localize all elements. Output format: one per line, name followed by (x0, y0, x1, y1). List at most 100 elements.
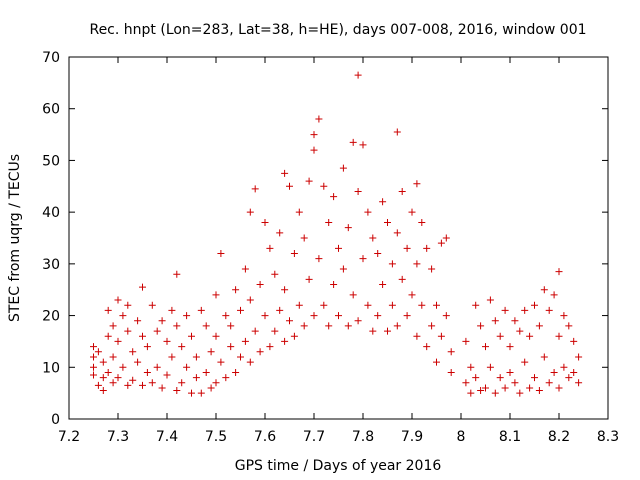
data-point (521, 306, 529, 314)
data-point (393, 128, 401, 136)
data-point (349, 138, 357, 146)
data-point (506, 343, 514, 351)
data-point (447, 348, 455, 356)
data-point (447, 368, 455, 376)
data-point (535, 322, 543, 330)
data-point (511, 379, 519, 387)
data-point (227, 322, 235, 330)
y-tick-label: 20 (42, 309, 60, 325)
data-point (124, 381, 132, 389)
data-point (315, 115, 323, 123)
data-point (305, 275, 313, 283)
data-point (482, 343, 489, 351)
data-point (486, 296, 494, 304)
y-axis: 0 10 20 30 40 50 60 70 (42, 50, 608, 428)
data-point (320, 301, 328, 309)
data-point (183, 312, 191, 320)
data-point (271, 327, 279, 335)
data-point (442, 312, 450, 320)
data-point (168, 353, 176, 361)
data-point (437, 239, 445, 247)
data-point (163, 371, 171, 379)
y-tick-label: 50 (42, 153, 60, 169)
data-point (570, 337, 578, 345)
data-point (222, 374, 230, 382)
data-point (467, 363, 475, 371)
data-point (369, 234, 377, 242)
data-point (241, 337, 249, 345)
data-point (266, 343, 274, 351)
data-point (575, 379, 583, 387)
data-point (134, 358, 142, 366)
data-point (90, 363, 97, 371)
data-point (168, 306, 176, 314)
y-tick-label: 30 (42, 257, 60, 273)
data-point (491, 317, 499, 325)
data-point (251, 327, 259, 335)
data-point (109, 379, 117, 387)
data-point (486, 363, 494, 371)
data-point (428, 265, 436, 273)
y-axis-label: STEC from uqrg / TECUs (7, 154, 23, 322)
data-point (501, 306, 509, 314)
data-point (521, 358, 529, 366)
data-point (310, 312, 318, 320)
x-tick-label: 7.9 (401, 429, 423, 445)
data-point (148, 379, 156, 387)
data-point (526, 332, 534, 340)
data-point (286, 317, 293, 325)
data-point (305, 177, 313, 185)
data-point (349, 291, 357, 299)
data-point (442, 234, 450, 242)
data-point (295, 208, 303, 216)
data-point (496, 332, 504, 340)
data-point (325, 322, 333, 330)
x-axis: 7.2 7.3 7.4 7.5 7.6 7.7 7.8 7.9 8 8.1 8.2 8.3 (58, 57, 619, 445)
data-point (119, 312, 127, 320)
data-point (565, 374, 573, 382)
data-point (462, 379, 470, 387)
data-point (423, 343, 431, 351)
data-point (325, 218, 333, 226)
data-point (266, 244, 274, 252)
data-point (413, 332, 421, 340)
data-point (129, 348, 137, 356)
data-point (335, 312, 342, 320)
data-point (261, 218, 269, 226)
data-point (413, 260, 421, 268)
y-tick-label: 60 (42, 102, 60, 118)
data-point (212, 291, 220, 299)
data-point (197, 306, 205, 314)
data-point (344, 224, 352, 232)
data-point (398, 187, 406, 195)
data-point (516, 389, 524, 397)
data-point (433, 301, 440, 309)
data-point (369, 327, 377, 335)
data-point (560, 363, 568, 371)
data-point (143, 343, 151, 351)
data-point (222, 312, 230, 320)
data-point (202, 368, 210, 376)
data-point (286, 182, 293, 190)
data-point (256, 281, 264, 289)
data-point (94, 381, 102, 389)
data-point (129, 376, 137, 384)
data-point (433, 358, 440, 366)
data-point (119, 363, 127, 371)
data-point (188, 389, 195, 397)
x-tick-label: 7.6 (254, 429, 276, 445)
data-point (300, 234, 308, 242)
data-point (310, 131, 318, 139)
data-point (516, 327, 524, 335)
data-point (310, 146, 318, 154)
data-point (339, 265, 347, 273)
data-point (545, 306, 553, 314)
x-tick-label: 7.2 (58, 429, 80, 445)
data-point (246, 358, 254, 366)
data-point (472, 301, 480, 309)
y-tick-label: 70 (42, 50, 60, 66)
data-point (423, 244, 431, 252)
data-point (281, 169, 289, 177)
data-point (188, 332, 195, 340)
